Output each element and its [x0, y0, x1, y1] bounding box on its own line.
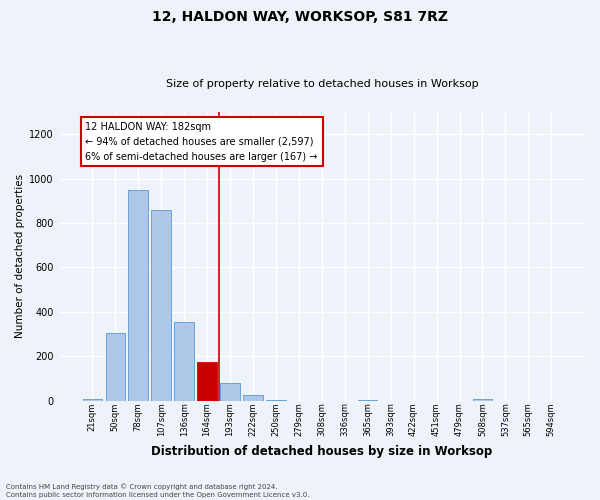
Bar	[83, 398, 102, 401]
Text: Contains HM Land Registry data © Crown copyright and database right 2024.
Contai: Contains HM Land Registry data © Crown c…	[6, 484, 310, 498]
Bar	[128, 190, 148, 401]
Bar	[106, 333, 125, 401]
Bar	[151, 210, 171, 401]
Text: 12, HALDON WAY, WORKSOP, S81 7RZ: 12, HALDON WAY, WORKSOP, S81 7RZ	[152, 10, 448, 24]
Bar	[358, 400, 377, 401]
Bar	[266, 400, 286, 401]
X-axis label: Distribution of detached houses by size in Worksop: Distribution of detached houses by size …	[151, 444, 493, 458]
Y-axis label: Number of detached properties: Number of detached properties	[15, 174, 25, 338]
Bar	[220, 383, 240, 401]
Bar	[243, 395, 263, 401]
Bar	[473, 398, 492, 401]
Bar	[175, 322, 194, 401]
Bar	[197, 362, 217, 401]
Title: Size of property relative to detached houses in Worksop: Size of property relative to detached ho…	[166, 79, 478, 89]
Text: 12 HALDON WAY: 182sqm
← 94% of detached houses are smaller (2,597)
6% of semi-de: 12 HALDON WAY: 182sqm ← 94% of detached …	[85, 122, 318, 162]
